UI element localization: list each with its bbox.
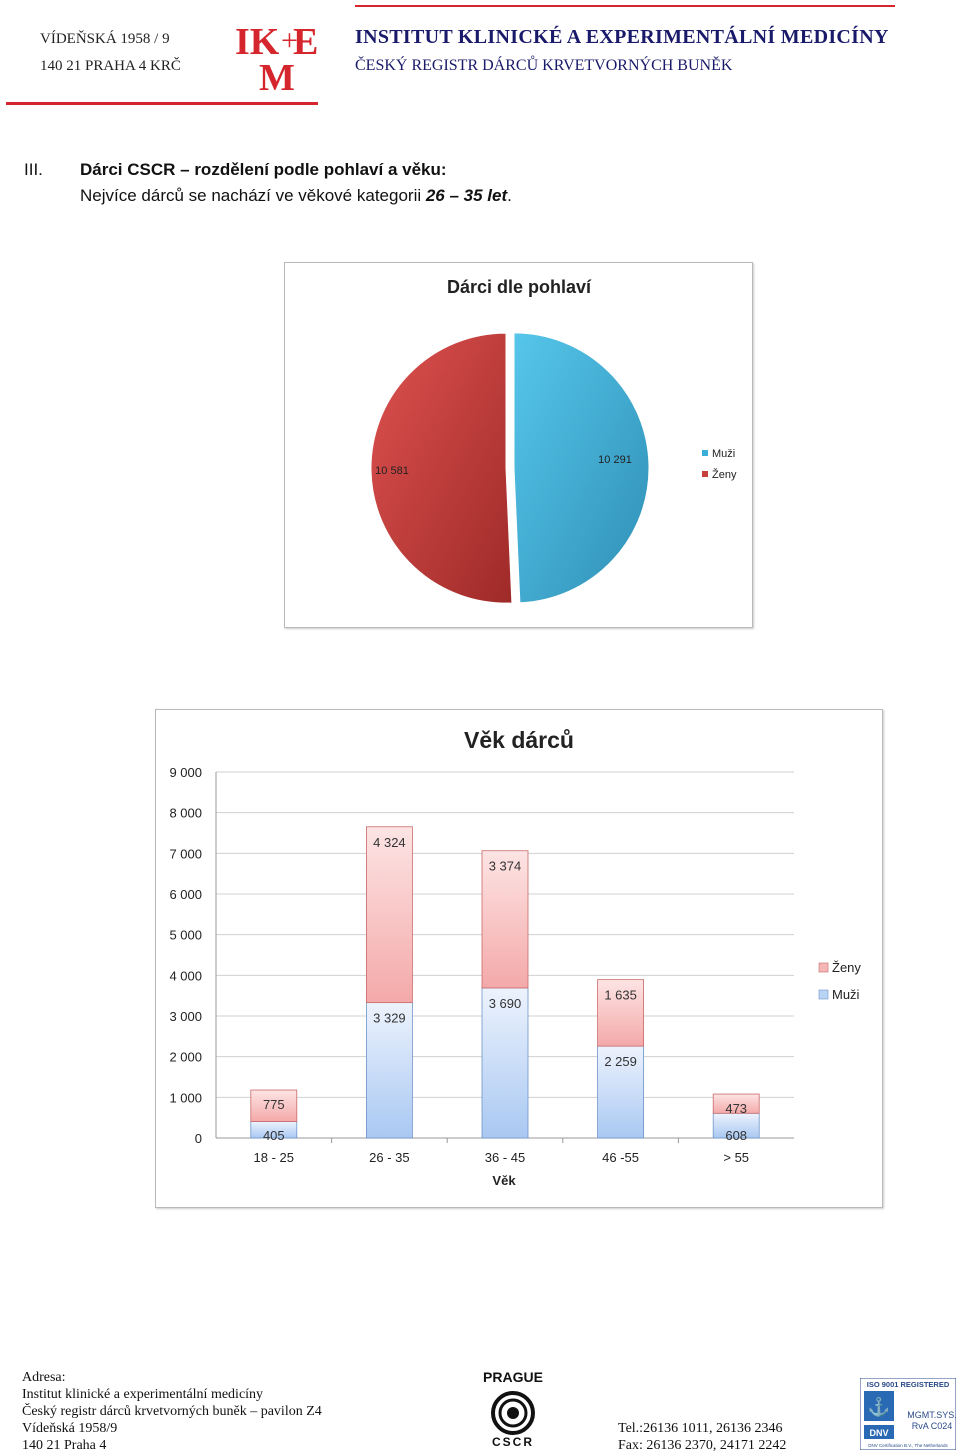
footer-address-heading: Adresa: bbox=[22, 1370, 66, 1385]
bar-xtick-label: 36 - 45 bbox=[485, 1150, 525, 1165]
bar-label-muzi: 405 bbox=[263, 1128, 285, 1143]
bar-yticks: 0 1 000 2 000 3 000 4 000 5 000 6 000 7 000 8 00… bbox=[169, 765, 202, 1146]
pie-label-zeny: 10 581 bbox=[375, 465, 409, 477]
bar-segment-muzi bbox=[712, 1112, 760, 1139]
header-address-line1: VÍDEŇSKÁ 1958 / 9 bbox=[40, 31, 170, 47]
bar-label-zeny: 473 bbox=[725, 1101, 747, 1116]
bar-segment-zeny bbox=[481, 850, 529, 989]
bar-bars: 405 775 3 329 4 324 3 690 3 374 2 259 1 635 608 4… bbox=[250, 826, 760, 1143]
bar-segment-muzi bbox=[481, 987, 529, 1139]
mgmt-text: MGMT.SYS. bbox=[907, 1410, 956, 1420]
footer-line1: Institut klinické a experimentální medic… bbox=[22, 1387, 264, 1402]
header-registry: ČESKÝ REGISTR DÁRCŮ KRVETVORNÝCH BUNĚK bbox=[355, 57, 733, 74]
footer-line2: Český registr dárců krvetvorných buněk –… bbox=[22, 1404, 322, 1419]
bar-segment-muzi bbox=[365, 1002, 413, 1139]
bar-ytick-label: 6 000 bbox=[169, 887, 202, 902]
ikem-logo: IK + E M bbox=[235, 18, 318, 99]
section-title: Dárci CSCR – rozdělení podle pohlaví a v… bbox=[80, 160, 447, 179]
bar-segment-zeny bbox=[597, 979, 645, 1047]
pie-title: Dárci dle pohlaví bbox=[447, 277, 592, 297]
bar-ytick-label: 5 000 bbox=[169, 928, 202, 943]
bar-legend-swatch-zeny bbox=[818, 962, 829, 973]
logo-m: M bbox=[259, 57, 295, 94]
footer-tel: Tel.:26136 1011, 26136 2346 bbox=[618, 1421, 783, 1436]
anchor-icon: ⚓ bbox=[868, 1396, 890, 1417]
footer-line4: 140 21 Praha 4 bbox=[22, 1438, 107, 1453]
prague-logo-ring-mid bbox=[498, 1398, 528, 1428]
logo-ik: IK bbox=[235, 21, 280, 63]
bar-xtick-label: 18 - 25 bbox=[254, 1150, 294, 1165]
dnv-cert-text: DNV Certification B.V., The Netherlands bbox=[868, 1443, 948, 1448]
bar-segment-zeny bbox=[712, 1093, 760, 1114]
bar-ytick-label: 8 000 bbox=[169, 806, 202, 821]
dnv-box bbox=[864, 1425, 894, 1439]
bar-xticks: 18 - 25 26 - 35 36 - 45 46 -55 > 55 bbox=[254, 1138, 749, 1165]
bar-segment-zeny bbox=[250, 1089, 298, 1122]
bar-chart-box: Věk dárců 0 1 000 2 000 3 000 4 000 5 000 6 00… bbox=[155, 709, 883, 1208]
bar-label-zeny: 775 bbox=[263, 1097, 285, 1112]
prague-logo-core bbox=[507, 1407, 519, 1419]
logo-plus: + bbox=[281, 24, 298, 57]
bar-ytick-label: 3 000 bbox=[169, 1009, 202, 1024]
bar-label-muzi: 608 bbox=[725, 1128, 747, 1143]
bar-label-zeny: 1 635 bbox=[604, 988, 637, 1003]
iso-dnv-logo: ISO 9001 REGISTERED ⚓ MGMT.SYS. RvA C024… bbox=[859, 1377, 957, 1451]
bar-label-zeny: 4 324 bbox=[373, 835, 406, 850]
bar-ytick-label: 2 000 bbox=[169, 1050, 202, 1065]
bar-segment-muzi bbox=[597, 1045, 645, 1139]
bar-xtick-label: 26 - 35 bbox=[369, 1150, 409, 1165]
header-address-line2: 140 21 PRAHA 4 KRČ bbox=[40, 58, 181, 74]
bar-xlabel: Věk bbox=[492, 1173, 516, 1188]
bar-chart: Věk dárců 0 1 000 2 000 3 000 4 000 5 000 6 00… bbox=[169, 727, 861, 1188]
header-institute: INSTITUT KLINICKÉ A EXPERIMENTÁLNÍ MEDIC… bbox=[355, 26, 889, 48]
prague-logo-ring-outer bbox=[491, 1391, 535, 1435]
pie-legend-swatch-zeny bbox=[702, 471, 708, 477]
pie-slice-muzi bbox=[513, 332, 650, 604]
footer-fax: Fax: 26136 2370, 24171 2242 bbox=[618, 1438, 787, 1453]
logo-e: E bbox=[293, 21, 317, 63]
bar-segment-zeny bbox=[365, 826, 413, 1004]
pie-chart: Dárci dle pohlaví 10 291 10 581 Muži Žen… bbox=[370, 277, 737, 604]
pie-slices bbox=[370, 332, 650, 604]
dnv-anchor-mark bbox=[864, 1391, 894, 1421]
bar-ytick-label: 4 000 bbox=[169, 968, 202, 983]
bar-ytick-label: 9 000 bbox=[169, 765, 202, 780]
sentence-suffix: . bbox=[507, 186, 512, 205]
bar-legend-zeny: Ženy bbox=[832, 960, 861, 975]
pie-legend-zeny: Ženy bbox=[712, 468, 737, 481]
footer-line3: Vídeňská 1958/9 bbox=[22, 1421, 118, 1436]
bar-xtick-label: 46 -55 bbox=[602, 1150, 639, 1165]
bar-label-muzi: 2 259 bbox=[604, 1054, 637, 1069]
bar-legend-muzi: Muži bbox=[832, 987, 860, 1002]
header-rule-bottom bbox=[6, 102, 318, 105]
pie-legend-muzi: Muži bbox=[712, 448, 735, 460]
pie-label-muzi: 10 291 bbox=[598, 454, 632, 466]
bar-ytick-label: 1 000 bbox=[169, 1090, 202, 1105]
iso-text: ISO 9001 REGISTERED bbox=[867, 1380, 950, 1389]
dnv-text: DNV bbox=[869, 1428, 888, 1438]
bar-legend-swatch-muzi bbox=[818, 989, 829, 1000]
bar-label-muzi: 3 329 bbox=[373, 1011, 406, 1026]
section-number: III. bbox=[24, 160, 43, 179]
sentence-prefix: Nejvíce dárců se nachází ve věkové kateg… bbox=[80, 186, 426, 205]
sentence-range: 26 – 35 let bbox=[425, 186, 508, 205]
section-sentence: Nejvíce dárců se nachází ve věkové kateg… bbox=[80, 186, 512, 206]
bar-xtick-label: > 55 bbox=[723, 1150, 749, 1165]
bar-label-zeny: 3 374 bbox=[489, 859, 522, 874]
pie-chart-box: Dárci dle pohlaví 10 291 10 581 Muži Žen… bbox=[284, 262, 753, 628]
prague-cscr-logo: PRAGUE CSCR bbox=[482, 1368, 544, 1449]
rva-text: RvA C024 bbox=[912, 1421, 953, 1431]
bar-label-muzi: 3 690 bbox=[489, 996, 522, 1011]
pie-legend-swatch-muzi bbox=[702, 450, 708, 456]
header-rule-top bbox=[355, 5, 895, 7]
pie-slice-zeny bbox=[370, 332, 513, 604]
bar-ytick-label: 7 000 bbox=[169, 846, 202, 861]
bar-ytick-label: 0 bbox=[195, 1131, 202, 1146]
prague-logo-top: PRAGUE bbox=[483, 1369, 543, 1385]
prague-logo-bottom: CSCR bbox=[492, 1435, 534, 1448]
bar-title: Věk dárců bbox=[464, 727, 574, 753]
